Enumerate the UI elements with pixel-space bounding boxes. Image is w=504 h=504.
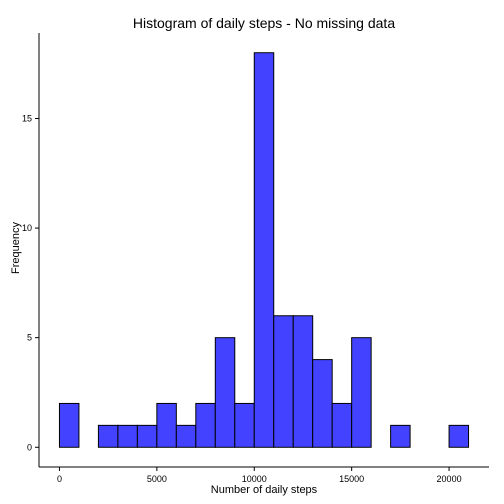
histogram-bar-14000: [331, 402, 353, 448]
histogram-bar-15000: [351, 337, 372, 448]
histogram-bar-5000: [156, 402, 177, 448]
y-tick-label-5: 5: [27, 333, 32, 343]
x-tick-label-0: 0: [57, 474, 62, 484]
histogram-bar-17000: [390, 424, 411, 448]
x-axis-ticks: 0 5000 10000 15000 20000: [57, 467, 462, 484]
histogram-bar-20000: [448, 424, 470, 448]
histogram-bar-2000: [97, 424, 119, 448]
y-axis-ticks: 0 5 10 15: [22, 113, 39, 452]
y-tick-label-10: 10: [22, 223, 32, 233]
histogram-bar-8000: [214, 337, 236, 448]
y-tick-label-0: 0: [27, 442, 32, 452]
histogram-bar-11000: [273, 315, 294, 448]
x-tick-label-10000: 10000: [242, 474, 267, 484]
y-tick-label-15: 15: [22, 113, 32, 123]
histogram-bar-9000: [234, 402, 255, 448]
x-tick-label-15000: 15000: [339, 474, 364, 484]
x-tick-label-20000: 20000: [437, 474, 462, 484]
histogram-bar-3000: [117, 424, 138, 448]
chart-title: Histogram of daily steps - No missing da…: [133, 15, 395, 31]
x-axis-label: Number of daily steps: [211, 484, 318, 496]
histogram-bar-6000: [175, 424, 197, 448]
x-tick-label-5000: 5000: [147, 474, 167, 484]
histogram-bar-12000: [292, 315, 314, 448]
histogram-bar-10000: [253, 52, 275, 448]
histogram-bar-0: [58, 402, 80, 448]
y-axis-label: Frequency: [10, 222, 22, 274]
histogram-bar-7000: [195, 402, 216, 448]
bars-group: [58, 52, 470, 448]
histogram-bar-13000: [312, 359, 333, 448]
histogram-bar-4000: [136, 424, 158, 448]
